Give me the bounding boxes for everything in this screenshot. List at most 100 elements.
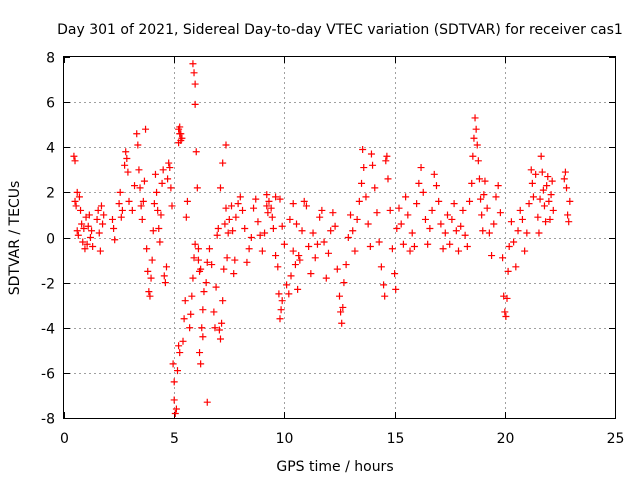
data-point (305, 243, 313, 251)
data-point (289, 200, 297, 208)
data-point (566, 197, 574, 205)
data-point (208, 261, 216, 269)
data-point (172, 405, 180, 413)
data-point (435, 197, 443, 205)
y-tick-label: 6 (46, 96, 55, 112)
x-tick-label: 5 (170, 431, 179, 447)
data-point (191, 240, 199, 248)
data-point (190, 254, 198, 262)
data-point (364, 220, 372, 228)
data-point (367, 150, 375, 158)
data-point (128, 206, 136, 214)
data-point (169, 360, 177, 368)
data-point (122, 148, 130, 156)
data-point (473, 141, 481, 149)
data-point (197, 265, 205, 273)
y-tick-label: -4 (41, 322, 55, 338)
data-point (147, 274, 155, 282)
data-point (78, 220, 86, 228)
data-point (180, 315, 188, 323)
data-point (212, 283, 220, 291)
data-point (428, 206, 436, 214)
data-point (231, 256, 239, 264)
data-point (353, 215, 361, 223)
data-point (521, 247, 529, 255)
data-point (340, 279, 348, 287)
data-point (252, 195, 260, 203)
data-point (229, 227, 237, 235)
data-point (421, 215, 429, 223)
data-points (70, 60, 574, 417)
data-point (176, 349, 184, 357)
data-point (295, 252, 303, 260)
data-point (198, 324, 206, 332)
data-point (313, 240, 321, 248)
data-point (261, 229, 269, 237)
data-point (450, 200, 458, 208)
data-point (375, 238, 383, 246)
data-point (397, 220, 405, 228)
data-point (133, 130, 141, 138)
data-point (134, 141, 142, 149)
data-point (291, 261, 299, 269)
data-point (166, 164, 174, 172)
data-point (84, 222, 92, 230)
data-point (366, 243, 374, 251)
data-point (468, 179, 476, 187)
data-point (318, 206, 326, 214)
data-point (502, 312, 510, 320)
data-point (178, 134, 186, 142)
data-point (391, 270, 399, 278)
data-point (320, 238, 328, 246)
data-point (537, 152, 545, 160)
y-tick-label: -6 (41, 367, 55, 383)
data-point (382, 157, 390, 165)
axis-ticks: 0 5 10 15 20 25 -8 -6 -4 -2 0 2 4 6 8 (41, 51, 624, 448)
data-point (545, 197, 553, 205)
data-point (475, 175, 483, 183)
data-point (154, 206, 162, 214)
data-point (300, 197, 308, 205)
data-point (563, 184, 571, 192)
data-point (443, 211, 451, 219)
data-point (477, 195, 485, 203)
data-point (121, 161, 129, 169)
data-point (344, 234, 352, 241)
data-point (544, 173, 552, 181)
data-point (535, 229, 543, 237)
data-point (123, 155, 131, 163)
x-tick-label: 0 (60, 431, 69, 447)
data-point (492, 193, 500, 201)
data-point (534, 213, 542, 221)
data-point (561, 168, 569, 176)
data-point (199, 333, 207, 341)
data-point (115, 200, 123, 208)
data-point (193, 184, 201, 192)
data-point (399, 240, 407, 248)
data-point (148, 256, 156, 264)
data-point (167, 184, 175, 192)
data-point (540, 202, 548, 210)
data-point (138, 215, 146, 223)
data-point (247, 234, 255, 241)
data-point (395, 204, 403, 212)
x-tick-label: 20 (497, 431, 515, 447)
data-point (388, 245, 396, 253)
data-point (393, 224, 401, 232)
data-point (182, 213, 190, 221)
data-point (402, 193, 410, 201)
data-point (518, 215, 526, 223)
data-point (514, 227, 522, 235)
data-point (525, 200, 533, 208)
data-point (478, 211, 486, 219)
data-point (162, 263, 170, 271)
data-point (199, 306, 207, 314)
data-point (424, 240, 432, 248)
data-point (215, 326, 223, 334)
data-point (560, 175, 568, 183)
data-point (459, 206, 467, 214)
y-tick-label: 0 (46, 232, 55, 248)
data-point (213, 231, 221, 239)
data-point (278, 222, 286, 230)
data-point (536, 195, 544, 203)
